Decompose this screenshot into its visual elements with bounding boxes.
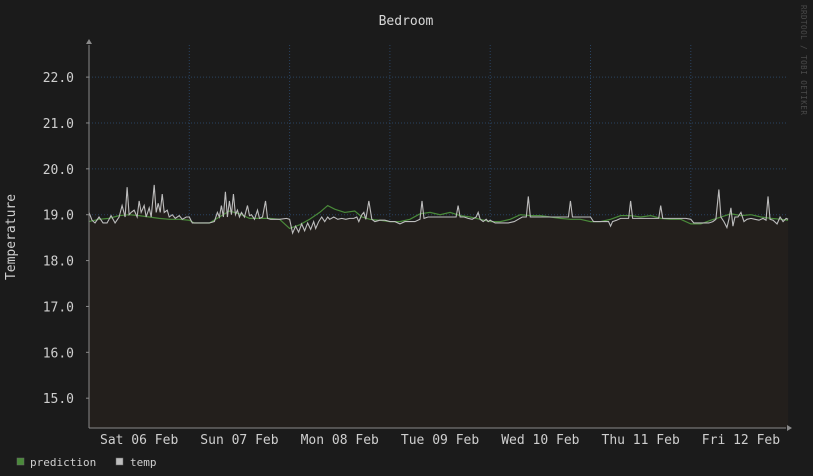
- x-tick-label: Fri 12 Feb: [702, 433, 780, 448]
- y-tick-label: 22.0: [43, 71, 74, 86]
- y-tick-label: 21.0: [43, 117, 74, 132]
- x-tick-label: Thu 11 Feb: [602, 433, 680, 448]
- y-tick-label: 20.0: [43, 163, 74, 178]
- x-tick-label: Sun 07 Feb: [200, 433, 278, 448]
- y-tick-label: 17.0: [43, 300, 74, 315]
- legend-label-temp: temp: [130, 456, 157, 469]
- x-tick-label: Wed 10 Feb: [501, 433, 579, 448]
- y-axis-arrow: [86, 39, 92, 44]
- temp-area-fill: [89, 184, 789, 428]
- y-axis-label: Temperature: [4, 194, 19, 280]
- y-axis-ticks: 15.0 16.0 17.0 18.0 19.0 20.0 21.0 22.0: [43, 71, 74, 407]
- axes: [86, 39, 792, 431]
- x-axis-ticks: Sat 06 Feb Sun 07 Feb Mon 08 Feb Tue 09 Feb…: [100, 433, 780, 448]
- watermark: RRDTOOL / TOBI OETIKER: [799, 5, 808, 115]
- series-line-temp: [88, 184, 789, 235]
- legend: prediction temp: [16, 456, 157, 469]
- legend-swatch-temp: [115, 457, 124, 466]
- temp-area: [89, 184, 789, 428]
- y-tick-label: 16.0: [43, 346, 74, 361]
- y-tick-label: 18.0: [43, 255, 74, 270]
- x-tick-label: Sat 06 Feb: [100, 433, 178, 448]
- legend-swatch-prediction: [16, 457, 25, 466]
- legend-label-prediction: prediction: [30, 456, 96, 469]
- series-layer: [88, 184, 789, 235]
- y-tick-label: 15.0: [43, 392, 74, 407]
- x-tick-label: Mon 08 Feb: [301, 433, 379, 448]
- x-tick-label: Tue 09 Feb: [401, 433, 479, 448]
- y-tick-label: 19.0: [43, 209, 74, 224]
- chart-title: Bedroom: [379, 14, 434, 29]
- x-axis-arrow: [787, 425, 792, 431]
